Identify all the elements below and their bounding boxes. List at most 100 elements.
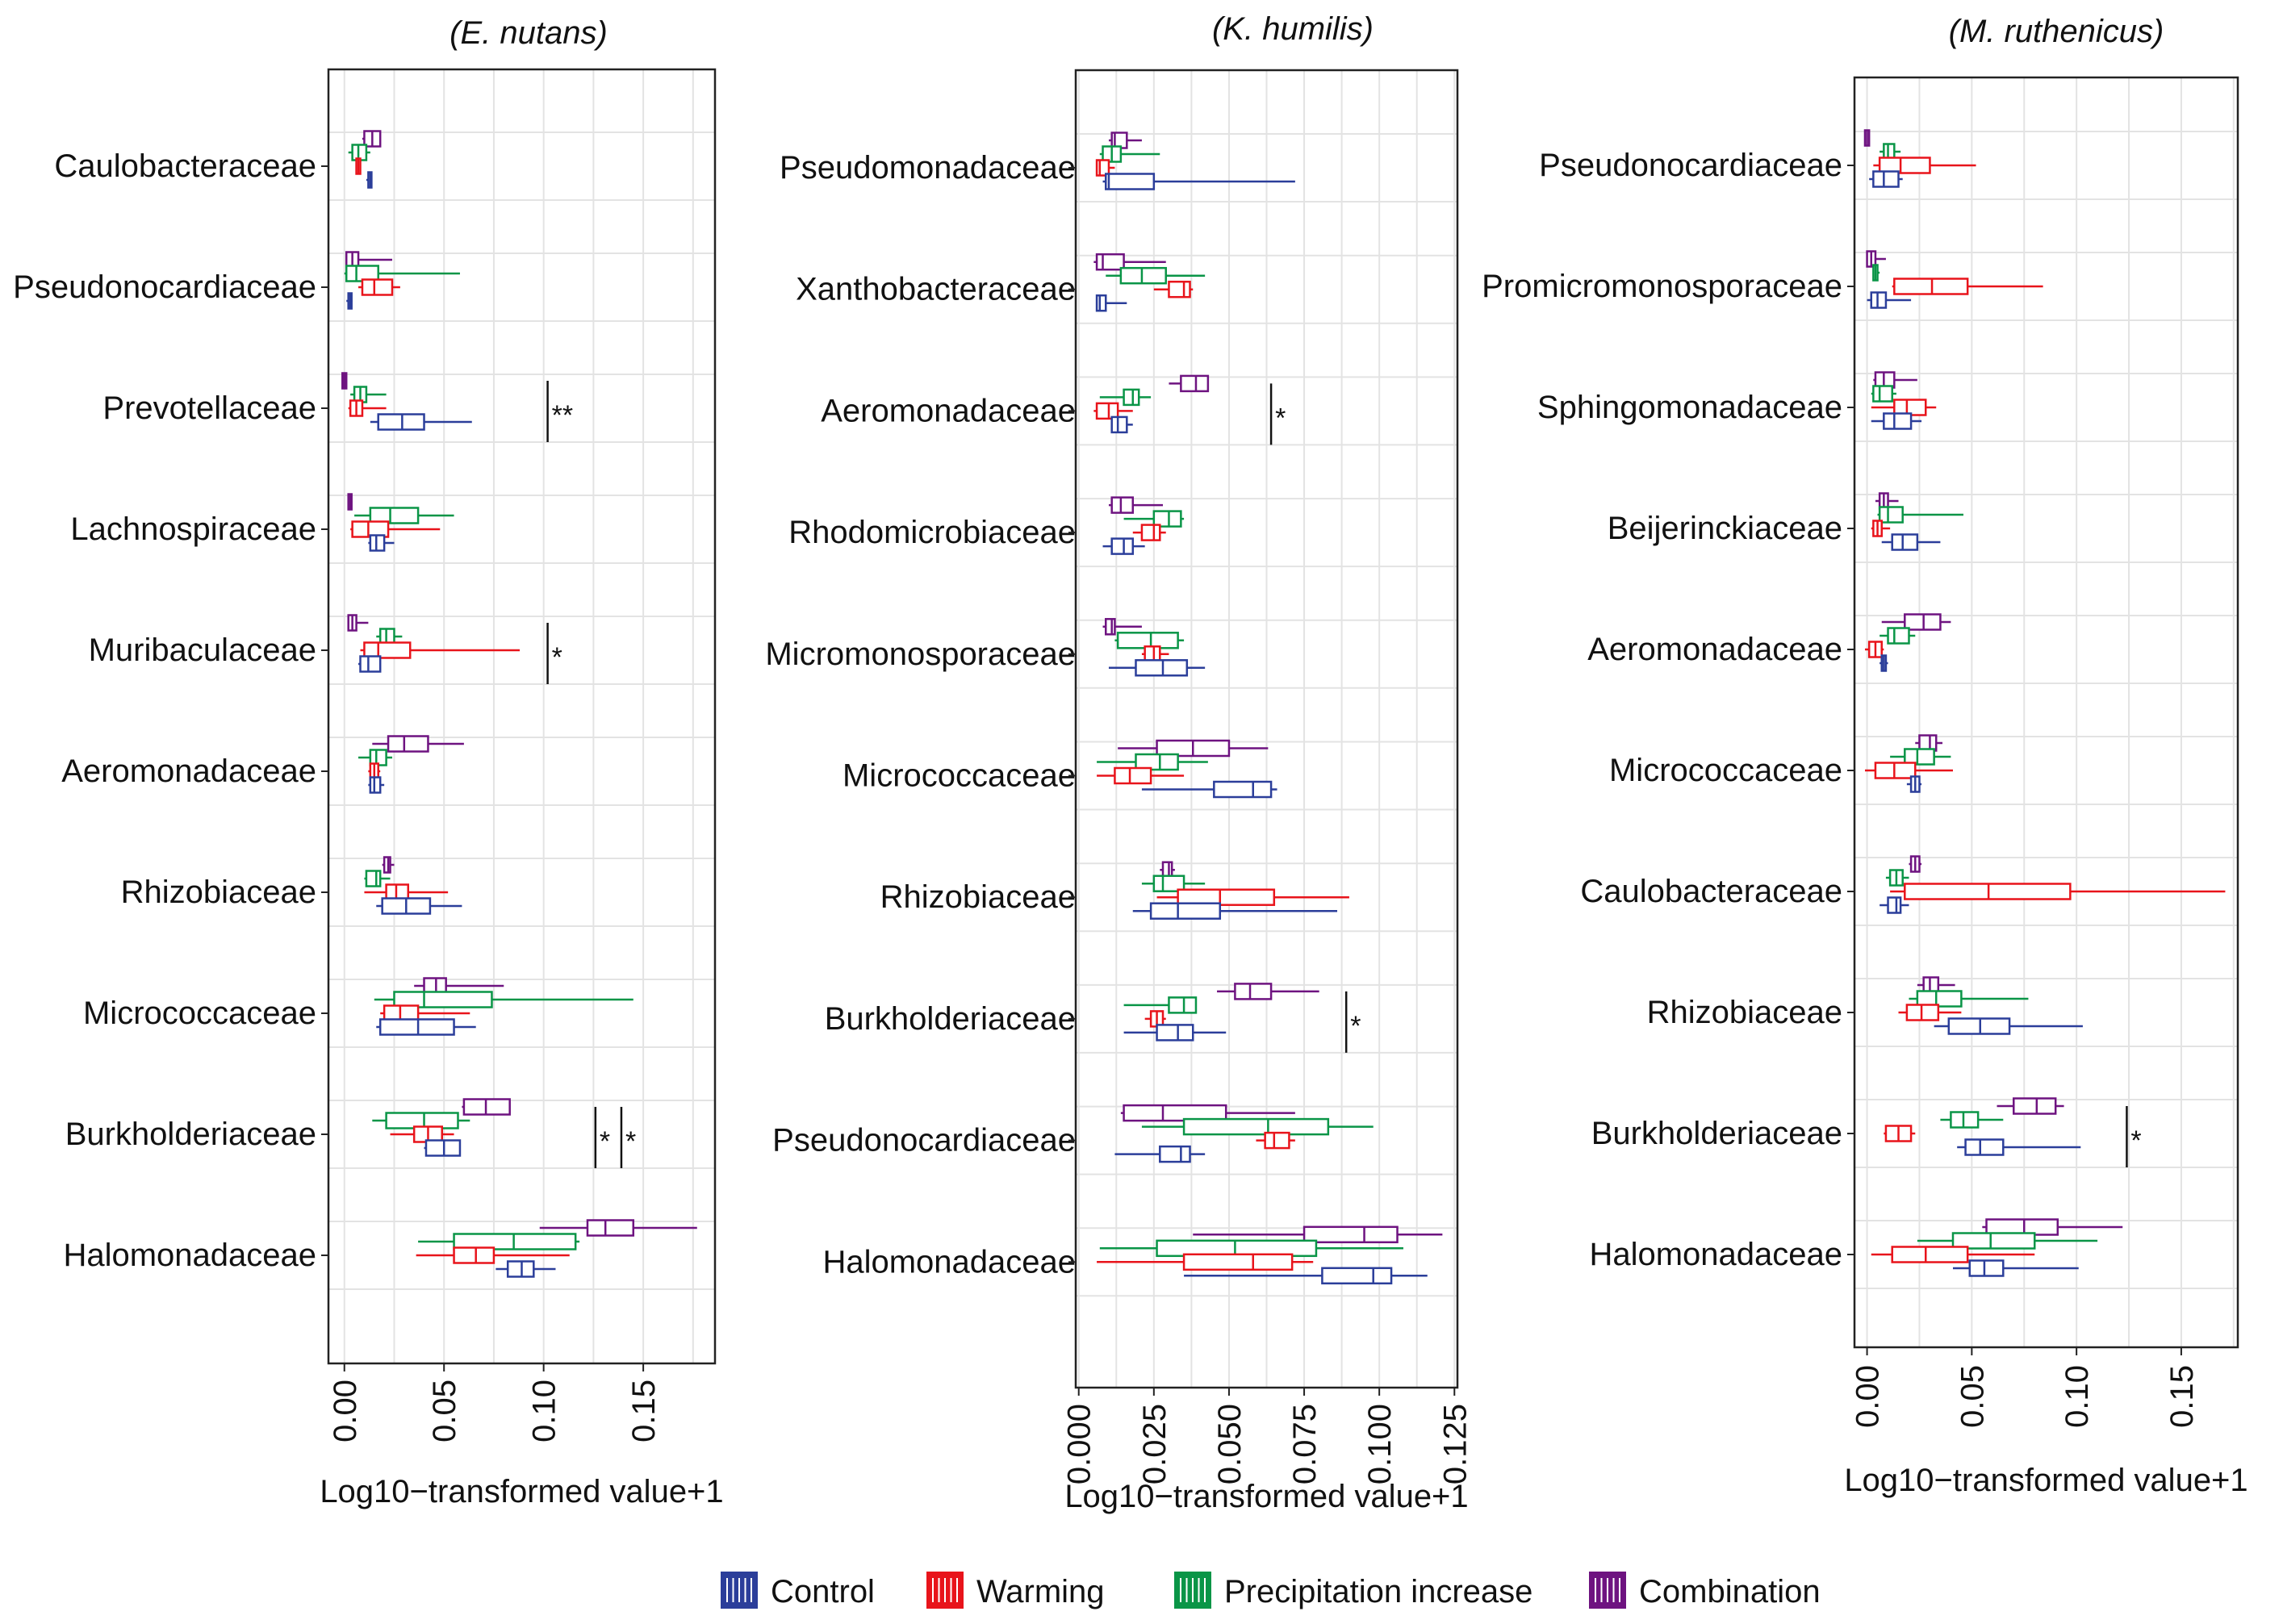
box-precipitation-increase-micrococcaceae: [1097, 753, 1208, 771]
box-combination-burkholderiaceae: [1217, 983, 1319, 1000]
category-label-micrococcaceae: Micrococcaceae: [1609, 753, 1842, 788]
x-tick-label: 0.075: [1287, 1404, 1323, 1484]
box-precipitation-increase-burkholderiaceae: [1940, 1111, 2004, 1129]
box-combination-burkholderiaceae: [1997, 1097, 2064, 1115]
box-combination-aeromonadaceae: [1881, 613, 1951, 631]
box-warming-rhizobiaceae: [1156, 888, 1349, 906]
box-warming-halomonadaceae: [416, 1246, 570, 1264]
box-combination-aeromonadaceae: [372, 735, 464, 753]
category-label-caulobacteraceae: Caulobacteraceae: [1580, 874, 1842, 909]
box-precipitation-increase-micrococcaceae: [1890, 748, 1951, 766]
box-iqr: [365, 870, 382, 887]
box-iqr: [1874, 762, 1917, 779]
box-control-burkholderiaceae: [1123, 1024, 1227, 1042]
box-iqr: [1904, 748, 1935, 766]
box-iqr: [1916, 990, 1963, 1008]
box-warming-aeromonadaceae: [1093, 402, 1133, 420]
box-warming-beijerinckiaceae: [1871, 520, 1891, 537]
box-iqr: [1123, 1104, 1227, 1122]
box-control-halomonadaceae: [1952, 1259, 2079, 1277]
box-iqr: [1234, 983, 1273, 1000]
box-precipitation-increase-pseudomonadaceae: [1099, 145, 1160, 163]
box-combination-xanthobacteraceae: [1093, 253, 1166, 271]
x-tick-label: 0.125: [1437, 1404, 1473, 1484]
legend-label: Precipitation increase: [1224, 1574, 1532, 1609]
box-warming-sphingomonadaceae: [1871, 399, 1937, 416]
box-iqr: [1182, 1117, 1330, 1136]
x-tick-label: 0.00: [328, 1380, 363, 1442]
legend-label: Control: [771, 1574, 875, 1609]
box-iqr: [1964, 1138, 2005, 1156]
x-tick-label: 0.10: [2059, 1365, 2095, 1428]
box-iqr: [387, 735, 429, 753]
box-warming-xanthobacteraceae: [1153, 280, 1194, 298]
box-iqr: [1951, 1232, 2036, 1250]
box-warming-pseudonocardiaceae: [358, 278, 400, 296]
box-warming-lachnospiraceae: [350, 520, 441, 538]
box-iqr: [1180, 374, 1210, 393]
box-precipitation-increase-aeromonadaceae: [1880, 627, 1916, 645]
category-label-pseudonocardiaceae: Pseudonocardiaceae: [1539, 148, 1842, 183]
legend-label: Warming: [976, 1574, 1105, 1609]
box-iqr: [359, 655, 382, 673]
significance-marker: *: [1344, 991, 1361, 1053]
box-precipitation-increase-rhizobiaceae: [1909, 990, 2029, 1008]
box-iqr: [1159, 1145, 1191, 1163]
x-tick-label: 0.00: [1850, 1365, 1886, 1428]
box-iqr: [1168, 280, 1191, 298]
box-control-aeromonadaceae: [1110, 415, 1133, 434]
box-iqr: [1095, 294, 1107, 312]
category-label-pseudomonadaceae: Pseudomonadaceae: [780, 150, 1076, 186]
significance-marker: *: [2126, 1106, 2142, 1167]
box-iqr: [1095, 253, 1125, 271]
category-label-promicromonosporaceae: Promicromonosporaceae: [1482, 269, 1842, 304]
box-iqr: [2013, 1097, 2057, 1115]
box-iqr: [361, 278, 394, 296]
category-label-rhodomicrobiaceae: Rhodomicrobiaceae: [788, 515, 1076, 550]
box-precipitation-increase-promicromonosporaceae: [1872, 264, 1880, 282]
legend-item-warming: Warming: [926, 1572, 1105, 1609]
box-combination-micrococcaceae: [1118, 739, 1269, 758]
box-iqr: [1104, 173, 1156, 190]
significance-marker: **: [546, 381, 573, 442]
box-iqr: [1264, 1131, 1290, 1150]
box-iqr: [1891, 1246, 1969, 1263]
box-iqr: [1182, 1253, 1294, 1271]
box-iqr: [1177, 888, 1276, 906]
box-control-muribaculaceae: [358, 655, 382, 673]
legend-label: Combination: [1639, 1574, 1821, 1609]
box-precipitation-increase-xanthobacteraceae: [1106, 266, 1206, 285]
box-iqr: [1110, 496, 1135, 514]
box-warming-aeromonadaceae: [1864, 641, 1884, 658]
plot-frame: [1074, 69, 1459, 1389]
box-precipitation-increase-halomonadaceae: [1917, 1232, 2098, 1250]
significance-label: *: [552, 642, 562, 673]
box-combination-halomonadaceae: [539, 1219, 697, 1237]
x-tick-label: 0.10: [527, 1380, 562, 1442]
significance-label: *: [1275, 403, 1286, 433]
x-axis-label: Log10−transformed value+1: [320, 1474, 723, 1509]
box-iqr: [393, 991, 493, 1008]
category-label-aeromonadaceae: Aeromonadaceae: [61, 754, 316, 789]
significance-marker: *: [546, 623, 562, 684]
box-control-pseudonocardiaceae: [1869, 170, 1903, 188]
panel-2: (K. humilis) Pseudomonadaceae Xanthobacter…: [765, 11, 1473, 1514]
box-control-burkholderiaceae: [1957, 1138, 2081, 1156]
category-label-beijerinckiaceae: Beijerinckiaceae: [1608, 511, 1842, 546]
category-label-sphingomonadaceae: Sphingomonadaceae: [1537, 390, 1842, 425]
plot-frame: [1853, 76, 2239, 1349]
box-iqr: [1110, 537, 1135, 555]
box-combination-pseudonocardiaceae: [1120, 1104, 1295, 1122]
box-iqr: [453, 1246, 495, 1264]
box-iqr: [1947, 1017, 2011, 1035]
box-combination-aeromonadaceae: [1169, 374, 1210, 393]
box-precipitation-increase-rhodomicrobiaceae: [1123, 510, 1185, 528]
category-label-micrococcaceae: Micrococcaceae: [83, 996, 316, 1031]
box-control-rhodomicrobiaceae: [1102, 537, 1145, 555]
box-precipitation-increase-aeromonadaceae: [1099, 388, 1152, 407]
box-iqr: [1152, 875, 1185, 892]
legend-item-combination: Combination: [1589, 1572, 1821, 1609]
box-warming-promicromonosporaceae: [1892, 278, 2043, 295]
box-warming-caulobacteraceae: [1890, 883, 2226, 900]
